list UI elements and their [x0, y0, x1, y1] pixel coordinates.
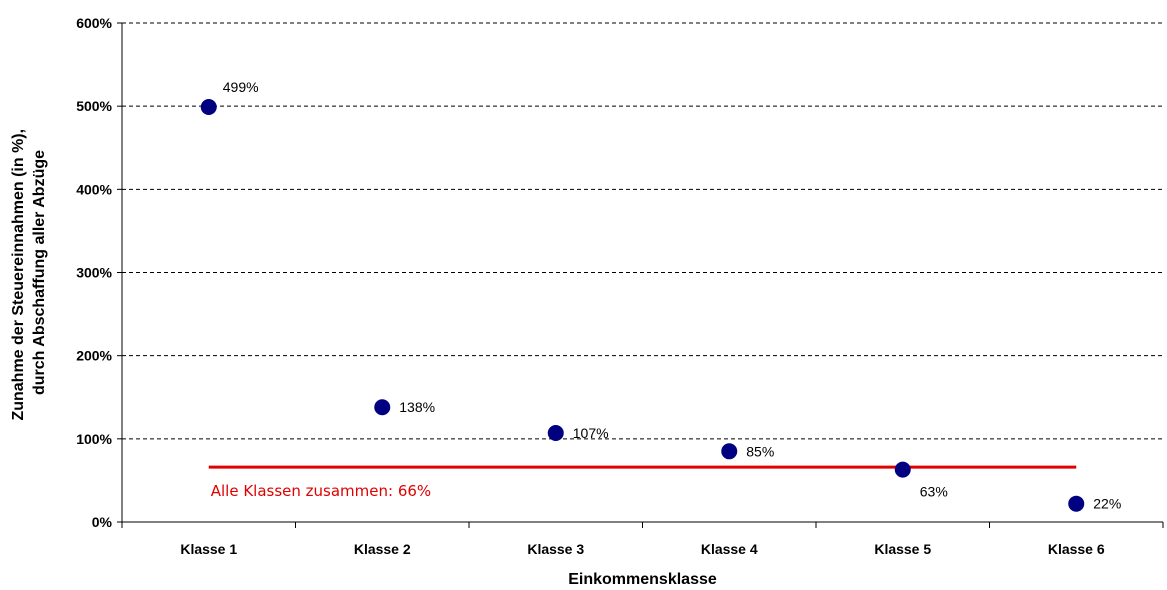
- y-tick-label: 400%: [76, 181, 112, 197]
- y-axis-title-line-1: Zunahme der Steuereinnahmen (in %),: [10, 129, 27, 421]
- data-label: 107%: [573, 425, 609, 441]
- data-point: [721, 443, 738, 460]
- x-tick-label: Klasse 5: [874, 541, 931, 557]
- y-tick-label: 100%: [76, 431, 112, 447]
- x-tick-label: Klasse 6: [1048, 541, 1105, 557]
- data-point: [374, 399, 391, 416]
- y-axis-ticks: 0% 100% 200% 300% 400% 500% 600%: [76, 15, 122, 530]
- y-tick-label: 500%: [76, 98, 112, 114]
- data-label: 499%: [223, 79, 259, 95]
- y-axis-title-line-2: durch Abschaffung aller Abzüge: [31, 150, 48, 395]
- x-tick-label: Klasse 2: [354, 541, 411, 557]
- y-tick-label: 0%: [92, 514, 113, 530]
- x-tick-label: Klasse 1: [180, 541, 237, 557]
- y-tick-label: 300%: [76, 265, 112, 281]
- data-point: [894, 461, 911, 478]
- data-label: 63%: [920, 484, 948, 500]
- x-tick-label: Klasse 4: [701, 541, 758, 557]
- x-axis-ticks: Klasse 1 Klasse 2 Klasse 3 Klasse 4 Klasse 5…: [121, 522, 1164, 557]
- data-label: 138%: [399, 399, 435, 415]
- y-axis-title: Zunahme der Steuereinnahmen (in %), durc…: [10, 124, 48, 420]
- data-point: [1068, 495, 1085, 512]
- y-tick-label: 200%: [76, 348, 112, 364]
- data-point: [200, 98, 217, 115]
- x-axis-title: Einkommensklasse: [568, 571, 717, 588]
- average-reference-label: Alle Klassen zusammen: 66%: [211, 482, 431, 500]
- data-label: 22%: [1093, 496, 1121, 512]
- data-point: [547, 425, 564, 442]
- y-tick-label: 600%: [76, 15, 112, 31]
- data-points: 499% 138% 107% 85% 63% 22%: [200, 79, 1121, 512]
- x-tick-label: Klasse 3: [527, 541, 584, 557]
- gridlines: [122, 22, 1163, 440]
- data-label: 85%: [746, 443, 774, 459]
